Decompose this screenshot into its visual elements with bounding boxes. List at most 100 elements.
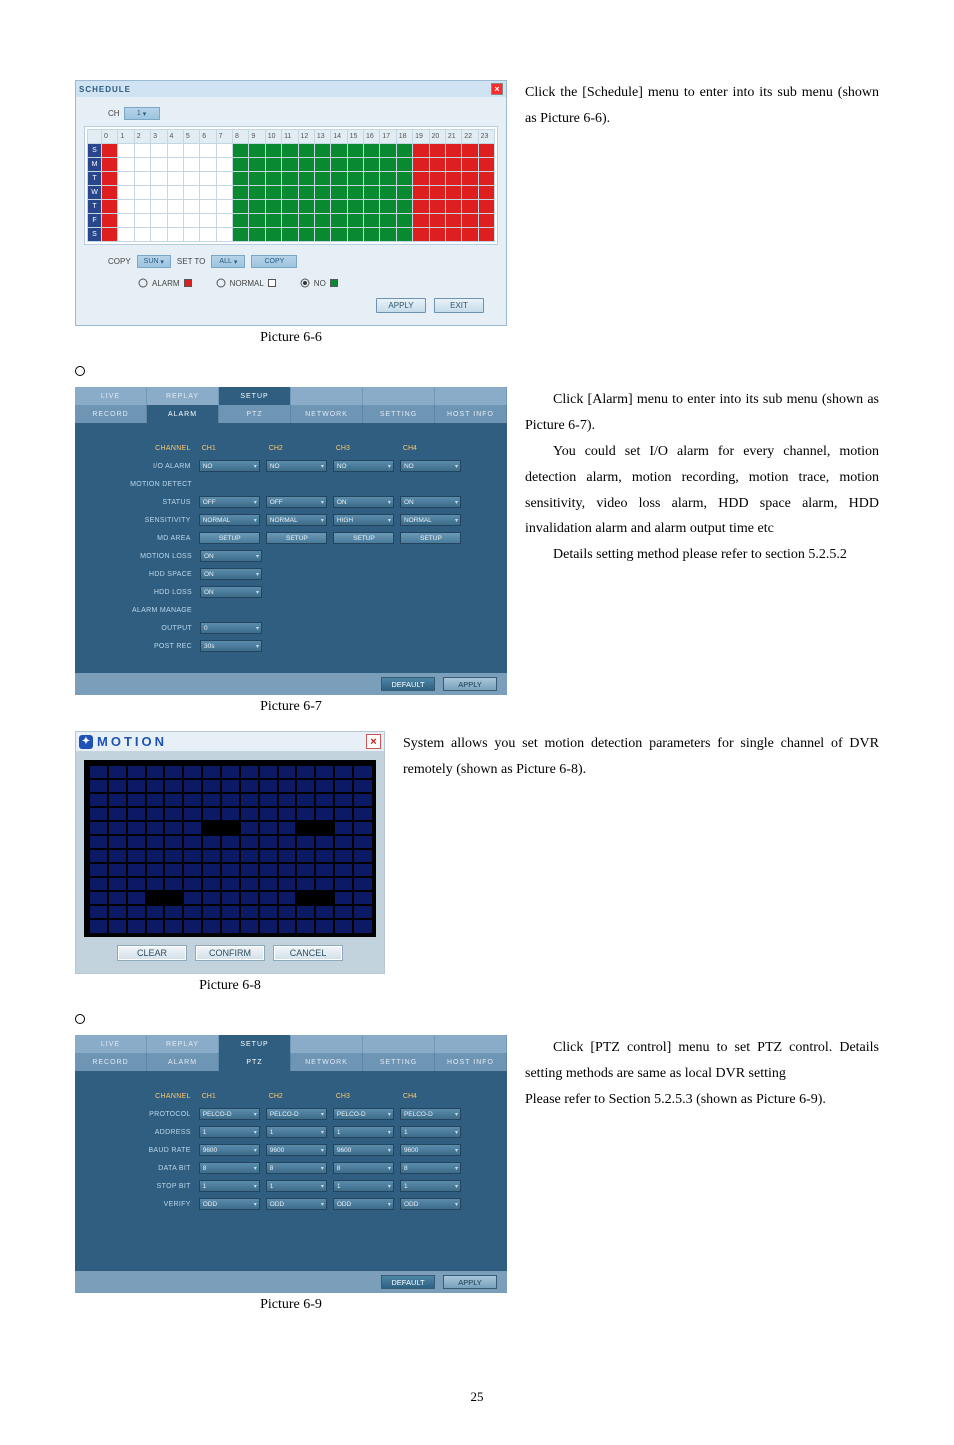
subtab-alarm[interactable]: ALARM — [147, 1053, 219, 1071]
field-output[interactable]: 0▾ — [200, 622, 262, 634]
subtab-ptz[interactable]: PTZ — [219, 405, 291, 423]
field-i-o-alarm[interactable]: NO▾ — [333, 460, 394, 472]
field-verify[interactable]: ODD▾ — [400, 1198, 461, 1210]
schedule-window: SCHEDULE × CH 1 ▾ 0123456789101112131415… — [75, 80, 507, 326]
field-baud-rate[interactable]: 9600▾ — [266, 1144, 327, 1156]
caption-66: Picture 6-6 — [75, 330, 507, 346]
field-data-bit[interactable]: 8▾ — [333, 1162, 394, 1174]
field-status[interactable]: ON▾ — [400, 496, 461, 508]
apply-button[interactable]: APPLY — [376, 298, 426, 313]
ch-select[interactable]: 1 ▾ — [124, 107, 160, 120]
field-address[interactable]: 1▾ — [400, 1126, 461, 1138]
field-baud-rate[interactable]: 9600▾ — [333, 1144, 394, 1156]
field-address[interactable]: 1▾ — [333, 1126, 394, 1138]
field-sensitivity[interactable]: HIGH▾ — [333, 514, 394, 526]
field-md-area[interactable]: SETUP — [266, 532, 327, 544]
copy-button[interactable]: COPY — [251, 255, 297, 268]
subtab-host-info[interactable]: HOST INFO — [435, 1053, 507, 1071]
subtab-record[interactable]: RECORD — [75, 1053, 147, 1071]
ptz-panel: LIVEREPLAYSETUP RECORDALARMPTZNETWORKSETT… — [75, 1035, 507, 1293]
subtab-record[interactable]: RECORD — [75, 405, 147, 423]
field-i-o-alarm[interactable]: NO▾ — [266, 460, 327, 472]
cancel-button[interactable]: CANCEL — [273, 945, 343, 961]
schedule-grid: 01234567891011121314151617181920212223SM… — [84, 126, 498, 245]
field-md-area[interactable]: SETUP — [400, 532, 461, 544]
field-md-area[interactable]: SETUP — [199, 532, 260, 544]
field-verify[interactable]: ODD▾ — [199, 1198, 260, 1210]
field-motion-loss[interactable]: ON▾ — [200, 550, 262, 562]
radio-normal[interactable]: NORMAL — [216, 278, 276, 288]
apply-button[interactable]: APPLY — [443, 677, 497, 691]
field-protocol[interactable]: PELCO-D▾ — [199, 1108, 260, 1120]
motion-window: ✦ MOTION × CLEAR CONFIRM CANCEL — [75, 731, 385, 974]
text-67-2: You could set I/O alarm for every channe… — [525, 439, 879, 543]
field-status[interactable]: OFF▾ — [266, 496, 327, 508]
field-address[interactable]: 1▾ — [199, 1126, 260, 1138]
bullet-icon — [75, 1014, 85, 1024]
motion-grid[interactable] — [84, 760, 376, 937]
field-status[interactable]: ON▾ — [333, 496, 394, 508]
subtab-ptz[interactable]: PTZ — [219, 1053, 291, 1071]
field-stop-bit[interactable]: 1▾ — [333, 1180, 394, 1192]
close-icon[interactable]: × — [366, 734, 381, 749]
tab-live[interactable]: LIVE — [75, 1035, 147, 1053]
tab-replay[interactable]: REPLAY — [147, 1035, 219, 1053]
field-protocol[interactable]: PELCO-D▾ — [266, 1108, 327, 1120]
text-68: System allows you set motion detection p… — [403, 731, 879, 783]
ch-label: CH — [108, 109, 120, 118]
field-sensitivity[interactable]: NORMAL▾ — [400, 514, 461, 526]
field-stop-bit[interactable]: 1▾ — [199, 1180, 260, 1192]
setto-select[interactable]: ALL ▾ — [211, 255, 245, 268]
field-data-bit[interactable]: 8▾ — [199, 1162, 260, 1174]
tab-replay[interactable]: REPLAY — [147, 387, 219, 405]
radio-no[interactable]: NO — [300, 278, 338, 288]
motion-title: MOTION — [97, 734, 167, 749]
subtab-setting[interactable]: SETTING — [363, 405, 435, 423]
close-icon[interactable]: × — [491, 83, 503, 95]
field-md-area[interactable]: SETUP — [333, 532, 394, 544]
field-hdd-space[interactable]: ON▾ — [200, 568, 262, 580]
schedule-title: SCHEDULE — [79, 85, 131, 94]
subtab-network[interactable]: NETWORK — [291, 1053, 363, 1071]
field-data-bit[interactable]: 8▾ — [400, 1162, 461, 1174]
field-protocol[interactable]: PELCO-D▾ — [333, 1108, 394, 1120]
clear-button[interactable]: CLEAR — [117, 945, 187, 961]
field-verify[interactable]: ODD▾ — [266, 1198, 327, 1210]
field-verify[interactable]: ODD▾ — [333, 1198, 394, 1210]
field-baud-rate[interactable]: 9600▾ — [400, 1144, 461, 1156]
setto-label: SET TO — [177, 257, 205, 266]
motion-logo-icon: ✦ — [79, 735, 93, 749]
apply-button[interactable]: APPLY — [443, 1275, 497, 1289]
subtab-alarm[interactable]: ALARM — [147, 405, 219, 423]
tab-setup[interactable]: SETUP — [219, 1035, 291, 1053]
subtab-host-info[interactable]: HOST INFO — [435, 405, 507, 423]
field-sensitivity[interactable]: NORMAL▾ — [199, 514, 260, 526]
default-button[interactable]: DEFAULT — [381, 1275, 435, 1289]
bullet-icon — [75, 366, 85, 376]
tab-live[interactable]: LIVE — [75, 387, 147, 405]
tab-setup[interactable]: SETUP — [219, 387, 291, 405]
copy-from-select[interactable]: SUN ▾ — [137, 255, 171, 268]
field-stop-bit[interactable]: 1▾ — [400, 1180, 461, 1192]
field-baud-rate[interactable]: 9600▾ — [199, 1144, 260, 1156]
field-hdd-loss[interactable]: ON▾ — [200, 586, 262, 598]
field-data-bit[interactable]: 8▾ — [266, 1162, 327, 1174]
field-stop-bit[interactable]: 1▾ — [266, 1180, 327, 1192]
field-status[interactable]: OFF▾ — [199, 496, 260, 508]
field-post-rec[interactable]: 30s▾ — [200, 640, 262, 652]
caption-68: Picture 6-8 — [75, 978, 385, 994]
subtab-setting[interactable]: SETTING — [363, 1053, 435, 1071]
field-address[interactable]: 1▾ — [266, 1126, 327, 1138]
subtab-network[interactable]: NETWORK — [291, 405, 363, 423]
confirm-button[interactable]: CONFIRM — [195, 945, 265, 961]
default-button[interactable]: DEFAULT — [381, 677, 435, 691]
text-69-1: Click [PTZ control] menu to set PTZ cont… — [525, 1035, 879, 1087]
text-66: Click the [Schedule] menu to enter into … — [525, 80, 879, 132]
field-i-o-alarm[interactable]: NO▾ — [400, 460, 461, 472]
text-67-3: Details setting method please refer to s… — [525, 542, 879, 568]
field-i-o-alarm[interactable]: NO▾ — [199, 460, 260, 472]
radio-alarm[interactable]: ALARM — [138, 278, 192, 288]
field-protocol[interactable]: PELCO-D▾ — [400, 1108, 461, 1120]
field-sensitivity[interactable]: NORMAL▾ — [266, 514, 327, 526]
exit-button[interactable]: EXIT — [434, 298, 484, 313]
